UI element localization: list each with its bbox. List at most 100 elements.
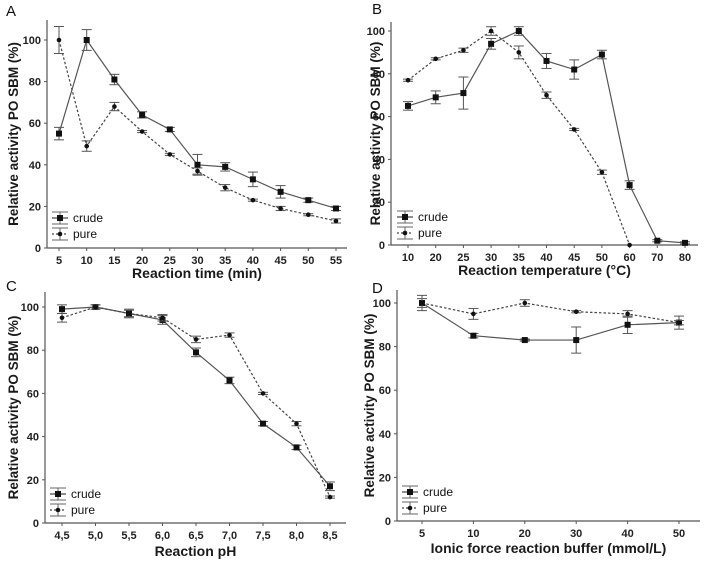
series-line-crude: [61, 306, 331, 487]
data-point-pure: [625, 311, 630, 317]
y-tick-label: 60: [373, 112, 385, 124]
legend-marker-pure: [402, 230, 408, 236]
legend-label-crude: crude: [418, 210, 448, 224]
data-point-pure: [488, 28, 494, 34]
data-point-crude: [624, 321, 631, 328]
data-point-pure: [327, 494, 333, 500]
legend-marker-pure: [407, 505, 413, 511]
data-point-crude: [226, 377, 233, 384]
x-tick-label: 10: [402, 252, 414, 264]
data-point-pure: [59, 315, 65, 321]
series-line-pure: [58, 39, 337, 222]
data-point-pure: [571, 127, 577, 132]
x-tick-label: 25: [164, 255, 176, 267]
x-tick-label: 80: [679, 252, 691, 264]
data-point-crude: [571, 66, 578, 73]
y-tick-label: 20: [373, 197, 385, 209]
data-point-crude: [59, 306, 65, 313]
y-axis-label: Relative activity PO SBM (%): [6, 316, 21, 500]
legend-marker-pure: [55, 507, 61, 513]
data-point-pure: [250, 197, 256, 203]
panel-b: B 0 20 40 60 80 100 10 20 25 30 35 40 45 50 60 70 80 React…: [367, 1, 698, 278]
data-point-pure: [419, 300, 425, 306]
y-tick-label: 0: [35, 243, 41, 255]
data-point-crude: [139, 111, 146, 118]
data-point-pure: [294, 421, 299, 426]
x-tick-label: 50: [596, 252, 608, 264]
y-axis-label: Relative activity PO SBM (%): [368, 42, 383, 226]
y-tick-label: 80: [29, 77, 41, 89]
data-point-crude: [470, 332, 477, 339]
data-point-crude: [305, 197, 312, 204]
y-tick-label: 60: [29, 118, 41, 130]
x-tick-label: 55: [330, 255, 342, 267]
y-tick-label: 40: [379, 429, 391, 441]
legend-label-pure: pure: [418, 226, 442, 240]
x-tick-label: 8,5: [322, 530, 337, 542]
data-point-pure: [195, 168, 200, 174]
y-tick-label: 20: [29, 201, 41, 213]
data-point-crude: [460, 90, 467, 97]
y-tick-label: 60: [27, 388, 39, 400]
legend-label-crude: crude: [73, 211, 103, 225]
legend-label-pure: pure: [71, 503, 95, 517]
x-axis-label: Reaction temperature (°C): [458, 262, 631, 278]
x-tick-label: 6,0: [155, 530, 170, 542]
data-point-pure: [573, 309, 579, 315]
y-tick-label: 0: [33, 518, 39, 530]
data-point-crude: [515, 28, 522, 34]
x-tick-label: 35: [513, 252, 525, 264]
x-tick-label: 70: [651, 252, 663, 264]
x-tick-label: 25: [457, 252, 469, 264]
legend-label-crude: crude: [71, 487, 101, 501]
data-point-pure: [193, 337, 199, 342]
x-tick-label: 7,0: [222, 530, 237, 542]
data-point-pure: [160, 315, 165, 321]
x-tick-label: 30: [485, 252, 497, 264]
x-tick-label: 5,5: [121, 530, 136, 542]
y-axis-label: Relative activity PO SBM (%): [362, 314, 377, 498]
x-tick-label: 10: [467, 528, 479, 540]
panel-label: D: [372, 280, 383, 297]
data-point-crude: [432, 94, 439, 101]
x-tick-label: 40: [540, 252, 552, 264]
y-tick-label: 80: [373, 69, 385, 81]
legend-marker-crude: [407, 489, 413, 495]
x-tick-label: 10: [81, 255, 93, 267]
x-tick-label: 60: [623, 252, 635, 264]
data-point-crude: [543, 57, 550, 64]
legend-label-crude: crude: [423, 485, 453, 499]
data-point-crude: [488, 40, 495, 47]
data-point-pure: [333, 218, 339, 224]
y-tick-label: 40: [29, 160, 41, 172]
y-tick-label: 100: [373, 298, 391, 310]
x-tick-label: 20: [519, 528, 531, 540]
data-point-crude: [222, 163, 229, 170]
x-tick-label: 30: [191, 255, 203, 267]
x-tick-label: 30: [570, 528, 582, 540]
x-tick-label: 45: [568, 252, 580, 264]
x-tick-label: 5: [419, 528, 425, 540]
data-point-pure: [522, 300, 528, 306]
data-point-pure: [84, 143, 89, 149]
legend-marker-crude: [55, 491, 61, 497]
x-tick-label: 6,5: [188, 530, 203, 542]
data-point-pure: [139, 129, 145, 134]
data-point-pure: [93, 304, 98, 310]
y-tick-label: 100: [23, 35, 41, 47]
data-point-pure: [405, 77, 411, 83]
x-tick-label: 50: [302, 255, 314, 267]
data-point-pure: [627, 242, 632, 248]
data-point-crude: [293, 444, 300, 451]
data-point-crude: [166, 126, 173, 133]
data-point-pure: [544, 92, 549, 98]
x-axis-label: Ionic force reaction buffer (mmol/L): [431, 540, 667, 556]
data-point-crude: [56, 130, 62, 137]
series-line-crude: [421, 302, 680, 341]
data-point-crude: [405, 102, 411, 109]
data-point-crude: [598, 51, 605, 58]
x-tick-label: 5: [56, 255, 62, 267]
data-point-crude: [626, 182, 633, 189]
x-tick-label: 7,5: [255, 530, 270, 542]
y-tick-label: 20: [379, 472, 391, 484]
